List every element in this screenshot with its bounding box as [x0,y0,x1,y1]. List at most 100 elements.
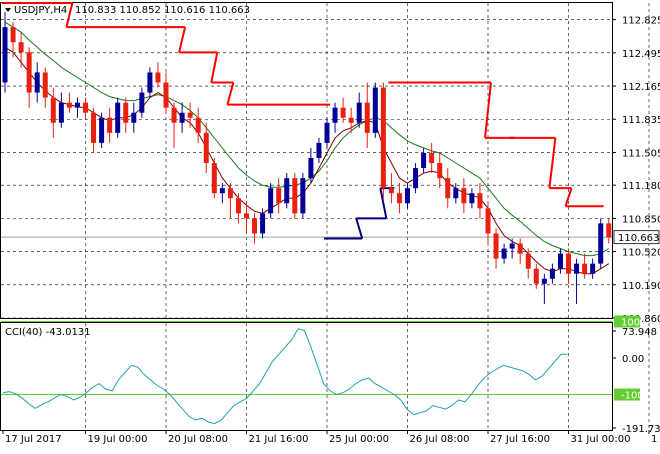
candle-body [541,278,547,284]
candle-body [396,193,402,204]
candle-body [557,253,563,269]
time-tick-label: 26 Jul 08:00 [410,434,470,445]
candle-body [115,102,121,133]
time-tick-label: 20 Jul 08:00 [168,434,228,445]
candle-body [163,82,169,108]
cci-level-lines [1,320,612,396]
stop-step [355,218,364,239]
price-tick-label: 110.850 [622,214,660,225]
candle-body [533,268,539,284]
time-tick-label: 17 Jul 2017 [5,434,62,445]
price-panel[interactable] [0,2,650,319]
candle-body [437,163,443,179]
candle-body [413,168,419,189]
candle-body [171,107,177,123]
candle-body [461,188,467,204]
stop-step [548,137,557,189]
candle-body [50,97,56,123]
candle-body [74,102,80,108]
candle-body [509,243,515,249]
candle-body [91,112,97,143]
candle-body [493,233,499,259]
chevron-down-icon[interactable] [5,8,11,12]
stop-step [210,52,219,83]
stop-step [379,187,388,219]
chart-header: USDJPY,H4 110.833 110.852 110.616 110.66… [5,5,250,16]
price-tick-label: 112.495 [622,49,660,60]
candle-body [66,102,72,108]
candle-body [517,243,523,254]
candle-body [549,268,555,279]
candle-body [364,102,370,133]
cci-axis: 100 -100 73.948 0.00 -191.7381 [612,315,660,435]
fast-moving-average [4,46,610,275]
candlesticks [2,12,612,304]
stop-step [484,82,492,138]
price-tick-label: 112.825 [622,16,660,27]
candle-body [219,188,225,194]
candle-body [566,253,571,274]
price-tick-label: 111.180 [622,181,660,192]
candle-body [292,178,298,214]
candle-body [179,112,185,123]
candle-body [58,102,64,123]
stop-step [226,82,235,105]
candle-body [388,188,394,194]
slow-moving-average [4,21,610,257]
price-tick-label: 109.860 [622,314,660,325]
candle-body [380,87,386,189]
candle-body [18,42,24,53]
cci-level-tag [614,388,640,401]
candle-body [405,188,410,204]
moving-averages [4,21,610,275]
candle-body [485,208,491,234]
candle-body [525,253,531,269]
candle-body [211,163,217,194]
time-tick-label: 19 Jul 00:00 [88,434,148,445]
price-tick-label: 110.520 [622,248,660,259]
time-tick-label: 25 Jul 00:00 [329,434,389,445]
candle-body [10,27,16,43]
candle-body [429,152,435,164]
candle-body [107,117,113,133]
ohlc-values: 110.833 110.852 110.616 110.663 [75,5,250,16]
stop-step [178,26,187,53]
candle-body [501,248,507,259]
candle-body [26,52,32,93]
cci-tick-label: -191.7381 [622,424,660,435]
candle-body [203,132,209,164]
candle-body [348,117,354,123]
candle-body [252,218,258,234]
candle-body [244,213,249,219]
candle-body [606,223,612,238]
price-tick-label: 110.190 [622,281,660,292]
candle-body [453,188,459,199]
time-tick-label: 31 Jul 00:00 [571,434,631,445]
candle-body [598,223,604,264]
price-panel-frame [0,2,613,319]
candle-body [260,213,266,234]
stop-step [564,187,573,207]
current-price-tag: 110.663 [613,230,660,244]
candle-body [155,72,161,83]
candle-body [42,72,48,98]
price-tick-label: 111.835 [622,115,660,126]
symbol-label: USDJPY,H4 [14,5,67,16]
cci-label: CCI(40) -43.0131 [5,327,91,338]
candle-body [83,102,88,113]
candle-body [574,263,580,274]
candle-body [590,263,596,274]
cci-panel[interactable]: CCI(40) -43.0131 [0,320,650,431]
candle-body [324,122,330,143]
candle-body [139,92,145,113]
cci-panel-frame [0,322,613,431]
candle-body [147,72,153,93]
candle-body [332,107,338,123]
price-tick-label: 111.505 [622,148,660,159]
candle-body [308,157,314,179]
candle-body [582,263,588,274]
candle-body [316,142,322,158]
cci-tick-label: 0.00 [622,354,644,365]
time-tick-label: 1 Aug 08:00 [651,434,660,445]
